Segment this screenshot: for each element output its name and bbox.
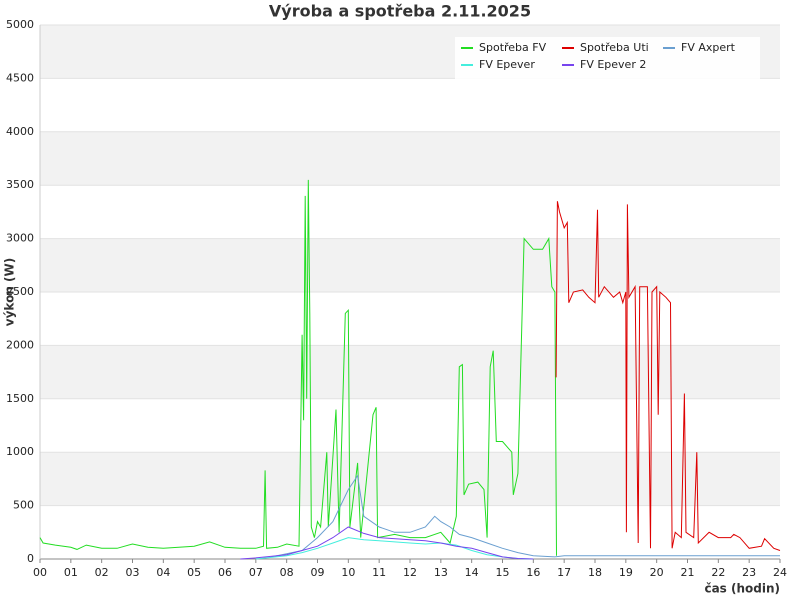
x-tick-label: 24 <box>773 566 787 579</box>
x-tick-label: 22 <box>711 566 725 579</box>
legend-label: FV Epever <box>479 58 535 71</box>
grid-band <box>40 131 780 186</box>
chart-title: Výroba a spotřeba 2.11.2025 <box>269 2 531 21</box>
x-tick-label: 07 <box>249 566 263 579</box>
y-tick-label: 4000 <box>6 125 34 138</box>
x-tick-label: 00 <box>33 566 47 579</box>
x-tick-label: 17 <box>557 566 571 579</box>
x-tick-label: 20 <box>650 566 664 579</box>
x-tick-label: 01 <box>64 566 78 579</box>
x-tick-label: 15 <box>496 566 510 579</box>
grid-band <box>40 452 780 506</box>
x-tick-label: 10 <box>341 566 355 579</box>
series-line <box>240 526 534 560</box>
y-tick-label: 2500 <box>6 285 34 298</box>
x-tick-label: 12 <box>403 566 417 579</box>
x-tick-label: 14 <box>465 566 479 579</box>
x-tick-label: 04 <box>156 566 170 579</box>
y-tick-label: 500 <box>13 499 34 512</box>
series-line <box>39 179 557 556</box>
legend-label: FV Epever 2 <box>580 58 646 71</box>
grid-band <box>40 345 780 399</box>
legend-label: Spotřeba FV <box>479 41 547 54</box>
series-line <box>555 201 781 551</box>
x-tick-label: 06 <box>218 566 232 579</box>
series-line <box>271 474 780 558</box>
x-tick-label: 13 <box>434 566 448 579</box>
legend-box <box>455 37 760 79</box>
x-tick-label: 02 <box>95 566 109 579</box>
x-tick-label: 09 <box>311 566 325 579</box>
y-axis-title: výkon (W) <box>3 258 17 326</box>
y-tick-label: 1000 <box>6 445 34 458</box>
x-tick-label: 16 <box>526 566 540 579</box>
x-tick-label: 19 <box>619 566 633 579</box>
x-tick-label: 21 <box>681 566 695 579</box>
y-tick-label: 3500 <box>6 178 34 191</box>
x-tick-label: 18 <box>588 566 602 579</box>
x-tick-label: 23 <box>742 566 756 579</box>
plot-background <box>40 24 780 560</box>
x-axis-title: čas (hodin) <box>704 582 780 596</box>
y-tick-label: 5000 <box>6 18 34 31</box>
y-tick-label: 4500 <box>6 71 34 84</box>
series-line <box>255 537 534 560</box>
y-tick-label: 2000 <box>6 338 34 351</box>
y-tick-label: 1500 <box>6 392 34 405</box>
legend-label: FV Axpert <box>681 41 736 54</box>
x-tick-label: 08 <box>280 566 294 579</box>
x-tick-label: 03 <box>126 566 140 579</box>
y-tick-label: 3000 <box>6 232 34 245</box>
x-tick-label: 05 <box>187 566 201 579</box>
grid-band <box>40 238 780 292</box>
legend-label: Spotřeba Uti <box>580 41 649 54</box>
y-tick-label: 0 <box>27 552 34 565</box>
x-tick-label: 11 <box>372 566 386 579</box>
